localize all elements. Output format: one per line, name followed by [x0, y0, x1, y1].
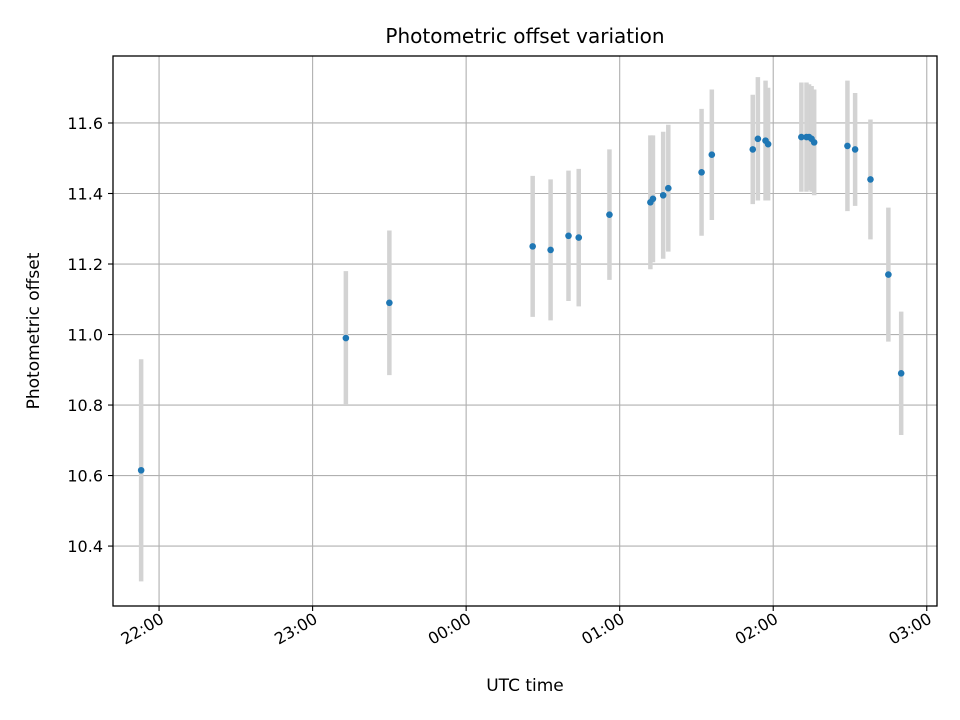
data-point — [659, 191, 667, 199]
y-axis-title: Photometric offset — [24, 252, 44, 409]
data-point — [665, 184, 672, 192]
data-point — [547, 246, 554, 254]
data-point — [565, 232, 572, 240]
chart-title: Photometric offset variation — [385, 24, 664, 48]
y-tick-label: 11.6 — [67, 114, 103, 133]
data-point — [708, 151, 716, 159]
data-layer — [137, 77, 905, 582]
data-point — [897, 370, 905, 377]
y-tick-label: 11.2 — [67, 255, 103, 274]
x-axis-title: UTC time — [486, 676, 564, 696]
data-point — [606, 211, 613, 218]
data-point — [386, 299, 393, 307]
y-tick-label: 10.8 — [67, 396, 103, 415]
data-point — [810, 139, 818, 146]
data-point — [137, 466, 145, 474]
data-point — [575, 234, 583, 241]
y-tick-label: 11.0 — [67, 326, 103, 345]
plot-frame — [112, 55, 938, 607]
data-point — [749, 146, 757, 153]
y-tick-label: 10.6 — [67, 467, 103, 486]
data-point — [844, 142, 851, 150]
data-point — [851, 146, 859, 153]
data-point — [529, 243, 536, 250]
data-point — [764, 140, 772, 148]
data-point — [867, 176, 874, 183]
data-point — [754, 135, 762, 143]
y-tick-label: 11.4 — [67, 185, 103, 204]
data-point — [649, 195, 657, 203]
data-point — [342, 334, 350, 342]
data-point — [798, 133, 805, 141]
grid — [113, 56, 937, 606]
data-point — [885, 271, 892, 278]
data-point — [698, 169, 705, 176]
y-tick-label: 10.4 — [67, 537, 103, 556]
